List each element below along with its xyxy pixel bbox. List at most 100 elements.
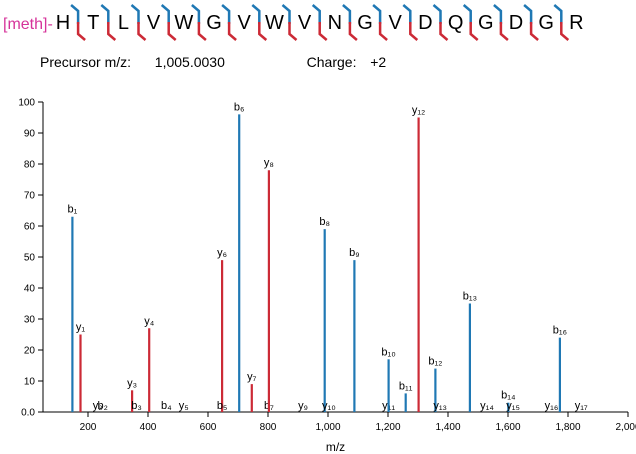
peak-label-y1: y₁ [76,322,86,334]
peak-label-b3: b₃ [131,400,142,412]
peak-label-b10: b₁₀ [381,346,395,358]
y-tick-label: 60 [24,222,36,233]
x-tick-label: 1,400 [435,422,460,433]
precursor-info: Precursor m/z: 1,005.0030 Charge: +2 [40,54,386,70]
x-tick-label: 800 [260,422,277,433]
peak-label-y5: y₅ [179,400,189,412]
peak-label-y2: y₂ [93,400,103,412]
x-tick-label: 2,000 [615,422,636,433]
peptide-sequence-map: [meth]- H T L V W G V W V N G V D Q G D G R [3,4,584,41]
modification-label: [meth]- [3,16,53,33]
residue-15: G [478,12,494,34]
residue-4: V [147,12,161,34]
y-cleavage-marker [107,22,117,41]
x-tick-label: 1,800 [555,422,580,433]
peak-label-y9: y₉ [298,400,308,412]
y-cleavage-marker [137,22,147,41]
residue-11: G [357,12,373,34]
b-cleavage-marker [100,4,110,24]
peak-label-b12: b₁₂ [428,356,442,368]
precursor-mz-value: 1,005.0030 [154,54,225,70]
y-cleavage-marker [469,22,479,41]
y-cleavage-marker [348,22,358,41]
residue-7: V [238,12,252,34]
b-cleavage-marker [160,4,170,24]
b-cleavage-marker [130,4,140,24]
residue-9: V [298,12,312,34]
peak-label-b14: b₁₄ [501,390,516,402]
b-cleavage-marker [251,4,261,24]
residue-3: L [118,12,129,34]
y-tick-label: 30 [24,315,36,326]
residue-17: G [538,12,554,34]
residue-5: W [174,12,193,34]
residue-12: V [389,12,403,34]
x-axis-title: m/z [326,440,345,454]
peak-label-y8: y₈ [264,157,274,169]
residue-18: R [569,12,583,34]
y-tick-label: 80 [24,160,36,171]
peak-label-y17: y₁₇ [575,400,588,412]
b-cleavage-marker [342,4,352,24]
peak-label-b11: b₁₁ [399,380,413,392]
charge-label: Charge: [306,54,357,70]
y-tick-label: 90 [24,129,36,140]
peak-label-y12: y₁₂ [412,105,425,117]
y-tick-label: 40 [24,284,36,295]
residue-1: H [56,12,70,34]
y-tick-label: 100 [18,98,35,109]
residue-10: N [328,12,342,34]
peak-label-y13: y₁₃ [433,400,447,412]
x-tick-label: 1,200 [375,422,400,433]
peak-label-b9: b₉ [349,247,359,259]
x-tick-label: 200 [80,422,97,433]
y-cleavage-marker [378,22,388,41]
y-cleavage-marker [258,22,268,41]
b-cleavage-marker [221,4,231,24]
b-cleavage-marker [372,4,382,24]
peak-label-b2: b₂ [98,400,108,412]
b-cleavage-marker [70,4,80,24]
residue-6: G [206,12,222,34]
peak-label-y4: y₄ [144,315,155,327]
peak-label-y7: y₇ [247,371,257,383]
peak-label-b4: b₄ [161,400,172,412]
peak-label-y10: y₁₀ [322,400,336,412]
y-cleavage-marker [409,22,419,41]
y-tick-label: 50 [24,253,36,264]
y-tick-label: 70 [24,191,36,202]
peak-label-b5: b₅ [217,400,228,412]
y-cleavage-marker [529,22,539,41]
peak-label-b8: b₈ [319,216,330,228]
b-cleavage-marker [311,4,321,24]
peak-label-b1: b₁ [67,204,77,216]
charge-value: +2 [370,54,387,70]
spectrum-chart: 0.0 10 20 30 40 50 60 70 80 90 100 200 400 600 800 1,00… [18,98,636,454]
x-tick-label: 1,000 [315,422,340,433]
peak-label-y15: y₁₅ [506,400,520,412]
x-tick-label: 600 [200,422,217,433]
peak-label-b6: b₆ [234,101,245,113]
b-cleavage-marker [402,4,412,24]
peak-label-y14: y₁₄ [480,400,494,412]
peak-label-y16: y₁₆ [545,400,559,412]
y-cleavage-marker [227,22,237,41]
peak-label-y6: y₆ [217,247,227,259]
precursor-mz-label: Precursor m/z: [40,54,132,70]
y-tick-label: 20 [24,346,36,357]
y-cleavage-marker [288,22,298,41]
b-cleavage-marker [462,4,472,24]
x-tick-label: 1,600 [495,422,520,433]
b-cleavage-marker [553,4,563,24]
peak-label-y3: y₃ [127,377,137,389]
b-cleavage-marker [493,4,503,24]
y-cleavage-marker [197,22,207,41]
y-cleavage-marker [499,22,509,41]
b-cleavage-marker [281,4,291,24]
residue-14: Q [448,12,464,34]
peak-label-b16: b₁₆ [553,325,567,337]
x-tick-label: 400 [140,422,157,433]
residue-8: W [265,12,284,34]
y-cleavage-marker [76,22,86,41]
residue-16: D [509,12,523,34]
